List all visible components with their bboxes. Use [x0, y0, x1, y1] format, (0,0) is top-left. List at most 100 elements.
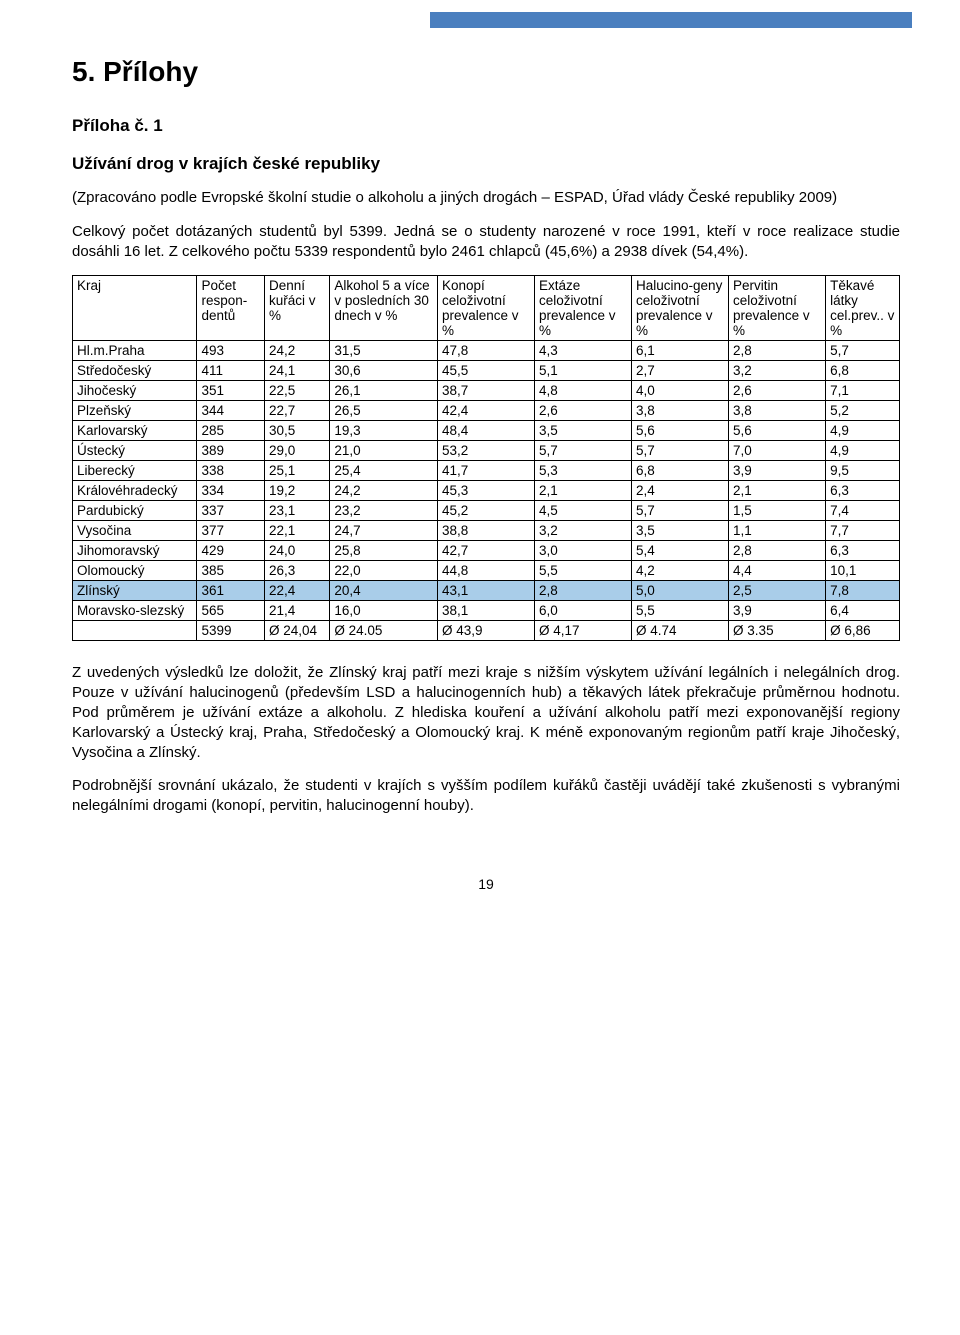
intro-paragraph-1: (Zpracováno podle Evropské školní studie…	[72, 188, 900, 208]
table-cell: Moravsko-slezský	[73, 601, 197, 621]
table-cell: 7,7	[826, 521, 900, 541]
table-cell: 45,5	[437, 361, 534, 381]
table-cell: 19,2	[264, 481, 329, 501]
table-cell: 2,5	[729, 581, 826, 601]
table-cell: Středočeský	[73, 361, 197, 381]
header-bar	[430, 12, 912, 28]
table-cell: 24,0	[264, 541, 329, 561]
table-row: Hl.m.Praha49324,231,547,84,36,12,85,7	[73, 341, 900, 361]
table-cell: 411	[197, 361, 265, 381]
table-cell: 22,5	[264, 381, 329, 401]
table-cell: 24,2	[330, 481, 438, 501]
table-cell: 377	[197, 521, 265, 541]
table-cell: Hl.m.Praha	[73, 341, 197, 361]
table-cell: 5,5	[632, 601, 729, 621]
table-cell: 26,1	[330, 381, 438, 401]
table-cell: 5,2	[826, 401, 900, 421]
table-cell: 2,7	[632, 361, 729, 381]
table-cell: 30,5	[264, 421, 329, 441]
table-row: Moravsko-slezský56521,416,038,16,05,53,9…	[73, 601, 900, 621]
table-cell: 10,1	[826, 561, 900, 581]
table-cell: Karlovarský	[73, 421, 197, 441]
table-cell: 38,8	[437, 521, 534, 541]
table-row: Jihomoravský42924,025,842,73,05,42,86,3	[73, 541, 900, 561]
table-cell: Ø 24,04	[264, 621, 329, 641]
table-cell: 4,3	[534, 341, 631, 361]
table-cell: 24,1	[264, 361, 329, 381]
table-cell: 24,2	[264, 341, 329, 361]
section-title: Užívání drog v krajích české republiky	[72, 154, 900, 174]
table-cell: 5,3	[534, 461, 631, 481]
table-cell: 3,2	[534, 521, 631, 541]
table-cell: Liberecký	[73, 461, 197, 481]
table-cell: 30,6	[330, 361, 438, 381]
table-cell: 6,3	[826, 481, 900, 501]
table-cell: Plzeňský	[73, 401, 197, 421]
table-cell: 2,8	[729, 541, 826, 561]
analysis-paragraph-2: Podrobnější srovnání ukázalo, že student…	[72, 776, 900, 816]
table-cell: 4,9	[826, 421, 900, 441]
table-cell: 7,4	[826, 501, 900, 521]
table-cell: 361	[197, 581, 265, 601]
table-cell: 3,2	[729, 361, 826, 381]
table-cell: Vysočina	[73, 521, 197, 541]
table-cell: 31,5	[330, 341, 438, 361]
table-cell: 45,3	[437, 481, 534, 501]
page-content: 5. Přílohy Příloha č. 1 Užívání drog v k…	[0, 28, 960, 932]
table-cell: 29,0	[264, 441, 329, 461]
table-cell: 25,8	[330, 541, 438, 561]
table-cell: 4,8	[534, 381, 631, 401]
table-cell: Ø 24.05	[330, 621, 438, 641]
table-cell: Jihomoravský	[73, 541, 197, 561]
table-cell: 21,0	[330, 441, 438, 461]
table-cell: 2,4	[632, 481, 729, 501]
intro-paragraph-2: Celkový počet dotázaných studentů byl 53…	[72, 222, 900, 262]
table-header: Počet respon-dentů	[197, 276, 265, 341]
table-row: Liberecký33825,125,441,75,36,83,99,5	[73, 461, 900, 481]
table-header: Kraj	[73, 276, 197, 341]
page-number: 19	[72, 876, 900, 892]
table-cell: Olomoucký	[73, 561, 197, 581]
table-header: Pervitin celoživotní prevalence v %	[729, 276, 826, 341]
appendix-number: Příloha č. 1	[72, 116, 900, 136]
table-cell: 5,7	[632, 501, 729, 521]
table-cell: 23,1	[264, 501, 329, 521]
table-cell: 3,9	[729, 461, 826, 481]
table-cell: 4,0	[632, 381, 729, 401]
table-cell: 42,4	[437, 401, 534, 421]
table-cell: 2,8	[729, 341, 826, 361]
table-cell: Ø 6,86	[826, 621, 900, 641]
table-cell: 3,9	[729, 601, 826, 621]
table-cell: 285	[197, 421, 265, 441]
table-cell: 2,1	[534, 481, 631, 501]
table-cell: 3,8	[632, 401, 729, 421]
table-header: Těkavé látky cel.prev.. v %	[826, 276, 900, 341]
table-cell: 2,6	[729, 381, 826, 401]
table-cell: 5,1	[534, 361, 631, 381]
table-cell: 6,0	[534, 601, 631, 621]
table-cell: Ø 43,9	[437, 621, 534, 641]
analysis-paragraph-1: Z uvedených výsledků lze doložit, že Zlí…	[72, 663, 900, 762]
table-cell: 389	[197, 441, 265, 461]
table-cell: 7,8	[826, 581, 900, 601]
table-cell: 25,4	[330, 461, 438, 481]
table-cell: 2,1	[729, 481, 826, 501]
table-cell: 22,0	[330, 561, 438, 581]
table-cell: 7,1	[826, 381, 900, 401]
table-row: Pardubický33723,123,245,24,55,71,57,4	[73, 501, 900, 521]
table-cell: 5,7	[632, 441, 729, 461]
table-row: Královéhradecký33419,224,245,32,12,42,16…	[73, 481, 900, 501]
table-cell: Zlínský	[73, 581, 197, 601]
table-header: Alkohol 5 a více v posledních 30 dnech v…	[330, 276, 438, 341]
table-cell: 24,7	[330, 521, 438, 541]
table-cell: 44,8	[437, 561, 534, 581]
table-cell: 344	[197, 401, 265, 421]
table-cell: 25,1	[264, 461, 329, 481]
table-cell: 53,2	[437, 441, 534, 461]
table-cell: 38,7	[437, 381, 534, 401]
table-cell: 45,2	[437, 501, 534, 521]
table-cell: 6,8	[632, 461, 729, 481]
table-cell: Ø 4,17	[534, 621, 631, 641]
table-cell: 42,7	[437, 541, 534, 561]
table-cell: 4,2	[632, 561, 729, 581]
